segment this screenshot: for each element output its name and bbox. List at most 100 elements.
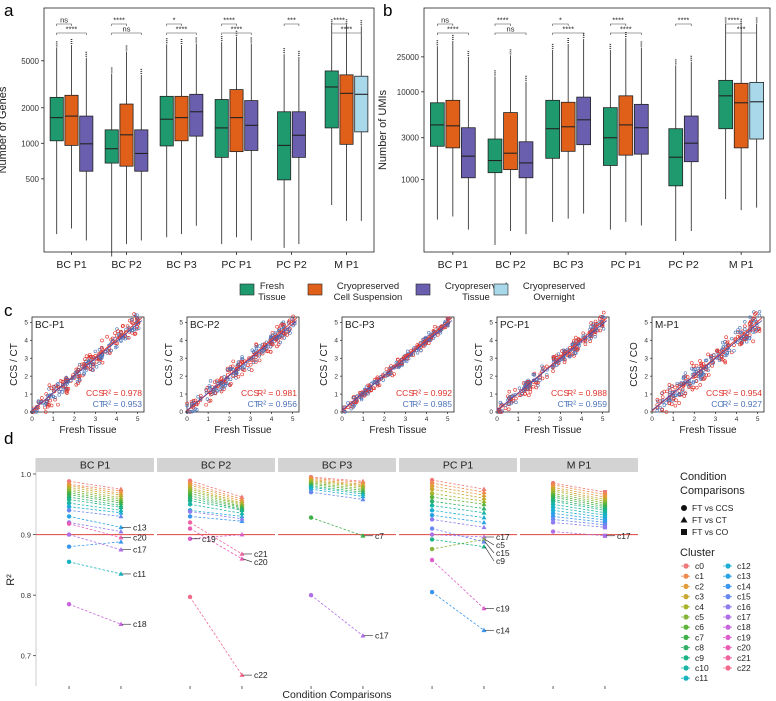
point-series-2 (538, 378, 542, 382)
point-series-2 (527, 384, 531, 389)
point-series-2 (517, 386, 522, 390)
point-series-2 (744, 340, 749, 344)
point-series-1 (283, 332, 287, 337)
significance-label: **** (562, 25, 574, 34)
point-series-1 (257, 352, 262, 357)
point-series-1 (699, 361, 704, 366)
point-ccs (550, 514, 556, 519)
facet-strip (520, 458, 638, 472)
x-tick-label: 0 (650, 416, 654, 423)
point-series-2 (591, 321, 595, 326)
series-2-r2: R² = 0.927 (722, 399, 762, 409)
cluster-line (189, 497, 243, 510)
series-1-r2: R² = 0.992 (412, 388, 452, 398)
point-series-2 (406, 356, 411, 361)
x-tick-label: 0 (340, 416, 344, 423)
significance-label: **** (497, 16, 509, 25)
box-body (291, 111, 306, 158)
x-tick-label: 3 (249, 416, 253, 423)
point-series-2 (224, 381, 229, 386)
y-tick-label: 1 (334, 391, 338, 398)
point-series-1 (683, 391, 688, 396)
significance-label: **** (223, 16, 235, 25)
point-series-2 (717, 358, 722, 363)
point-series-1 (545, 375, 549, 379)
point-series-2 (257, 344, 262, 348)
point-series-2 (59, 387, 63, 391)
cluster-line (431, 539, 485, 548)
point-series-1 (589, 321, 593, 325)
point-co (602, 508, 608, 513)
significance-label: ns (441, 16, 449, 25)
point-series-1 (219, 389, 224, 394)
point-ct (481, 486, 487, 491)
point-series-2 (381, 378, 385, 382)
box-fresh (159, 38, 174, 238)
point-series-1 (670, 384, 675, 388)
point-series-2 (509, 401, 514, 405)
box-body (189, 93, 204, 137)
point-series-2 (591, 325, 595, 329)
cluster-callout: c7 (375, 531, 384, 541)
legend-cluster-label: c21 (737, 653, 751, 663)
x-tick-label: 1 (516, 416, 520, 423)
point-series-1 (667, 383, 672, 387)
cluster-line (431, 591, 485, 631)
cluster-line (189, 509, 243, 517)
y-tick-label: 5 (489, 320, 493, 327)
cluster-line (552, 496, 606, 508)
cluster-line (68, 523, 122, 538)
point-series-1 (64, 390, 69, 394)
point-series-2 (711, 361, 715, 365)
point-ct (481, 495, 487, 501)
facet-title: PC P1 (443, 460, 474, 472)
significance-bracket (610, 32, 642, 35)
box-ccs (445, 34, 461, 217)
cluster-line (68, 494, 122, 504)
point-ccs (308, 489, 314, 495)
cluster-line (68, 603, 122, 625)
point-series-2 (743, 327, 747, 331)
fit-line-2 (186, 320, 298, 411)
point-ccs (66, 497, 72, 502)
point-series-1 (743, 337, 747, 342)
point-ccs (187, 509, 193, 514)
point-series-2 (540, 367, 545, 371)
point-series-1 (706, 352, 710, 357)
cluster-line (552, 492, 606, 504)
box-ccs (733, 18, 749, 211)
cluster-line (189, 495, 243, 509)
legend-cluster-label: c17 (737, 612, 751, 622)
y-tick-label: 2 (24, 373, 28, 380)
point-series-1 (691, 385, 696, 390)
box-body (229, 89, 244, 153)
y-tick-label: 4 (334, 338, 338, 345)
y-axis-label: Number of UMIs (377, 89, 389, 170)
y-axis-label: R² (5, 574, 17, 586)
point-series-1 (207, 390, 212, 395)
y-tick-label: 4 (179, 338, 183, 345)
series-2-label: CT (93, 399, 104, 409)
significance-bracket (111, 23, 127, 26)
point-series-1 (105, 334, 109, 339)
cluster-line (310, 486, 364, 495)
significance-bracket (166, 23, 182, 26)
cluster-line (68, 506, 122, 514)
point-series-1 (185, 401, 189, 406)
x-tick-label: 0 (30, 416, 34, 423)
cluster-line (69, 541, 121, 548)
x-tick-label: PC P1 (221, 259, 252, 271)
legend-cluster-label: c22 (737, 663, 751, 673)
cluster-line (432, 534, 484, 538)
point-series-2 (757, 313, 762, 318)
cluster-line (431, 492, 485, 502)
label-leader (484, 546, 495, 562)
y-tick-label: 3 (644, 355, 648, 362)
x-axis-label: Fresh Tissue (369, 425, 427, 436)
point-series-2 (226, 368, 230, 372)
point-series-2 (590, 328, 594, 332)
point-ccs (187, 498, 193, 503)
point-series-2 (242, 365, 247, 369)
point-series-1 (591, 323, 595, 328)
y-tick-label: 500 (26, 175, 40, 184)
